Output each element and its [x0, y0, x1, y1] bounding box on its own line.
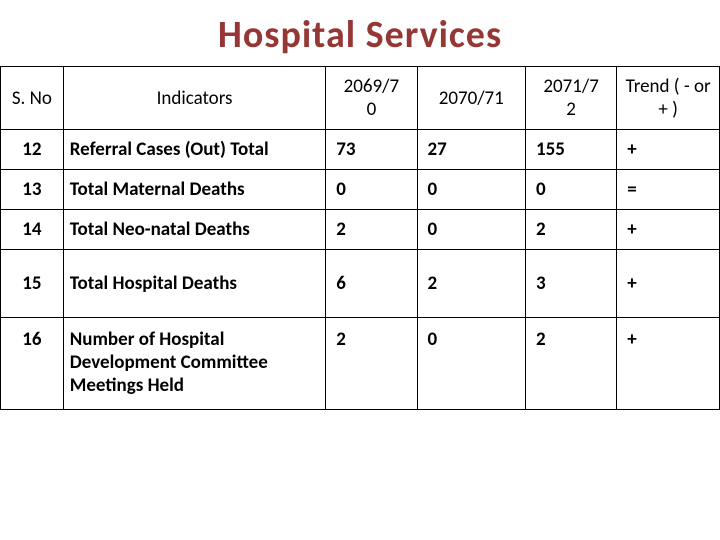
cell-y2: 0 — [417, 210, 525, 250]
cell-y1: 6 — [326, 250, 417, 318]
cell-trend: + — [617, 130, 720, 170]
cell-indicator: Total Hospital Deaths — [63, 250, 325, 318]
cell-y3: 155 — [525, 130, 616, 170]
cell-y2: 0 — [417, 170, 525, 210]
table-row: 16 Number of Hospital Development Commit… — [1, 318, 720, 410]
col-2071-72: 2071/7 2 — [525, 67, 616, 130]
cell-indicator: Total Maternal Deaths — [63, 170, 325, 210]
col-2069-70: 2069/7 0 — [326, 67, 417, 130]
y3-l1: 2071/7 — [543, 75, 599, 98]
cell-sno: 14 — [1, 210, 64, 250]
table-row: 12 Referral Cases (Out) Total 73 27 155 … — [1, 130, 720, 170]
cell-sno: 15 — [1, 250, 64, 318]
cell-y3: 0 — [525, 170, 616, 210]
cell-trend: + — [617, 210, 720, 250]
cell-indicator: Number of Hospital Development Committee… — [63, 318, 325, 410]
cell-sno: 12 — [1, 130, 64, 170]
cell-y2: 0 — [417, 318, 525, 410]
y1-l2: 0 — [367, 98, 377, 121]
cell-trend: + — [617, 250, 720, 318]
cell-y1: 2 — [326, 210, 417, 250]
table-row: 14 Total Neo-natal Deaths 2 0 2 + — [1, 210, 720, 250]
y3-l2: 2 — [566, 98, 576, 121]
col-indicators: Indicators — [63, 67, 325, 130]
cell-y3: 2 — [525, 318, 616, 410]
table-row: 13 Total Maternal Deaths 0 0 0 = — [1, 170, 720, 210]
cell-indicator: Total Neo-natal Deaths — [63, 210, 325, 250]
col-2070-71: 2070/71 — [417, 67, 525, 130]
cell-y1: 0 — [326, 170, 417, 210]
table-row: 15 Total Hospital Deaths 6 2 3 + — [1, 250, 720, 318]
title-text: Hospital Services — [218, 12, 502, 58]
cell-indicator: Referral Cases (Out) Total — [63, 130, 325, 170]
cell-y1: 73 — [326, 130, 417, 170]
hospital-services-table: S. No Indicators 2069/7 0 2070/71 2071/7… — [0, 66, 720, 410]
page-title: Hospital Services — [0, 0, 720, 66]
cell-y3: 2 — [525, 210, 616, 250]
cell-sno: 16 — [1, 318, 64, 410]
col-trend: Trend ( - or + ) — [617, 67, 720, 130]
cell-y2: 2 — [417, 250, 525, 318]
cell-sno: 13 — [1, 170, 64, 210]
cell-y2: 27 — [417, 130, 525, 170]
cell-y1: 2 — [326, 318, 417, 410]
cell-trend: = — [617, 170, 720, 210]
cell-y3: 3 — [525, 250, 616, 318]
col-sno: S. No — [1, 67, 64, 130]
table-header: S. No Indicators 2069/7 0 2070/71 2071/7… — [1, 67, 720, 130]
cell-trend: + — [617, 318, 720, 410]
y1-l1: 2069/7 — [344, 75, 400, 98]
